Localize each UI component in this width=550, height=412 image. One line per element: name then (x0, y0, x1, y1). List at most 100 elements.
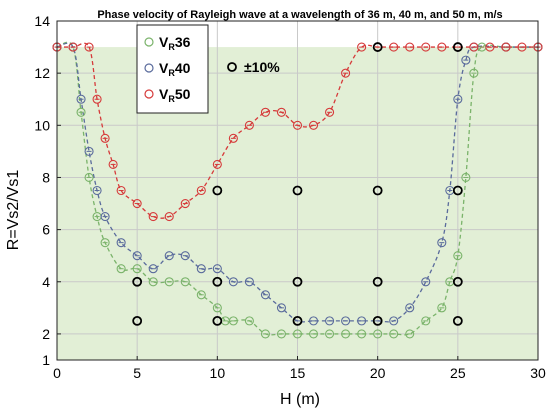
marker-0-10 (180, 277, 190, 287)
y-tick-label-4: 8 (42, 169, 50, 185)
marker-2-4 (100, 133, 110, 143)
marker-0-21 (341, 329, 351, 339)
marker-0-25 (405, 329, 415, 339)
marker-2-31 (517, 42, 527, 52)
marker-0-22 (357, 329, 367, 339)
marker-2-28 (469, 42, 479, 52)
legend-label-3: ±10% (244, 59, 280, 75)
marker-0-29 (453, 251, 463, 261)
y-tick-label-3: 6 (42, 222, 50, 238)
y-tick-label-7: 14 (34, 13, 50, 29)
marker-0-19 (308, 329, 319, 339)
marker-2-18 (308, 120, 319, 130)
marker-1-18 (308, 316, 319, 326)
marker-2-20 (341, 68, 351, 78)
marker-0-6 (116, 264, 126, 274)
marker-1-7 (132, 251, 142, 261)
marker-2-19 (325, 107, 335, 117)
marker-2-17 (292, 120, 303, 130)
legend-label-0: VR36 (159, 34, 191, 52)
legend-marker-2 (144, 89, 154, 99)
marker-0-31 (469, 68, 479, 78)
marker-2-23 (389, 42, 399, 52)
marker-2-29 (485, 42, 495, 52)
y-tick-label-5: 10 (34, 117, 50, 133)
y-axis-label: R=Vs2/Vs1 (5, 170, 22, 251)
y-tick-label-2: 4 (42, 274, 50, 290)
marker-0-2 (76, 107, 86, 117)
marker-2-7 (132, 198, 142, 209)
marker-0-14 (228, 316, 238, 326)
marker-2-2 (84, 42, 94, 52)
marker-0-18 (292, 329, 303, 339)
marker-3-14 (372, 42, 383, 52)
marker-0-17 (276, 329, 287, 339)
x-tick-label-3: 15 (290, 365, 306, 381)
legend: VR36 VR40 VR50 ±10% (136, 24, 280, 114)
marker-3-7 (292, 315, 303, 326)
marker-1-21 (357, 316, 367, 326)
marker-0-16 (260, 329, 270, 339)
x-tick-label-2: 10 (210, 365, 226, 381)
marker-1-10 (180, 251, 190, 261)
x-axis-label: H (m) (280, 391, 320, 408)
marker-1-11 (196, 264, 206, 274)
marker-3-12 (452, 276, 463, 287)
marker-3-4 (212, 315, 223, 326)
marker-3-5 (292, 185, 303, 196)
x-tick-label-4: 20 (370, 365, 386, 381)
marker-1-14 (244, 277, 254, 287)
marker-1-19 (325, 316, 335, 326)
marker-0-11 (196, 290, 206, 300)
marker-2-3 (92, 94, 102, 104)
marker-1-13 (228, 277, 238, 287)
marker-2-12 (212, 159, 222, 169)
marker-0-3 (84, 172, 94, 183)
marker-0-26 (421, 316, 431, 326)
marker-0-7 (132, 264, 142, 274)
x-tick-label-0: 0 (53, 365, 61, 381)
marker-2-24 (405, 42, 415, 52)
marker-0-23 (373, 329, 383, 339)
x-tick-label-6: 30 (530, 365, 546, 381)
marker-2-16 (276, 107, 287, 117)
marker-1-29 (461, 55, 471, 65)
marker-3-2 (212, 185, 223, 196)
marker-0-5 (100, 238, 110, 248)
legend-marker-3 (227, 62, 237, 72)
chart-title: Phase velocity of Rayleigh wave at a wav… (97, 9, 502, 21)
marker-2-14 (244, 120, 254, 130)
marker-1-25 (421, 277, 431, 287)
marker-0-9 (164, 277, 174, 287)
marker-3-11 (452, 185, 463, 196)
marker-3-0 (132, 276, 143, 287)
marker-1-15 (260, 290, 270, 300)
marker-3-8 (372, 185, 383, 196)
marker-1-6 (116, 238, 126, 248)
marker-1-8 (148, 264, 158, 274)
marker-3-3 (212, 276, 223, 287)
legend-label-1: VR40 (159, 60, 191, 78)
marker-3-13 (452, 315, 463, 326)
marker-2-25 (421, 42, 431, 52)
marker-2-5 (108, 159, 118, 169)
marker-1-2 (76, 94, 86, 104)
marker-3-6 (292, 276, 303, 287)
marker-3-15 (452, 42, 463, 52)
marker-1-4 (92, 185, 102, 196)
marker-2-10 (180, 198, 190, 209)
marker-1-3 (84, 146, 94, 156)
marker-2-9 (164, 212, 174, 222)
marker-2-6 (116, 185, 126, 196)
marker-0-24 (389, 329, 399, 339)
marker-0-27 (437, 303, 447, 313)
y-tick-label-0: 1 (42, 352, 50, 368)
marker-1-9 (164, 251, 174, 261)
marker-0-12 (212, 303, 222, 313)
marker-2-15 (260, 107, 270, 117)
marker-1-24 (405, 303, 415, 313)
axes (56, 20, 539, 361)
marker-2-21 (357, 42, 367, 52)
